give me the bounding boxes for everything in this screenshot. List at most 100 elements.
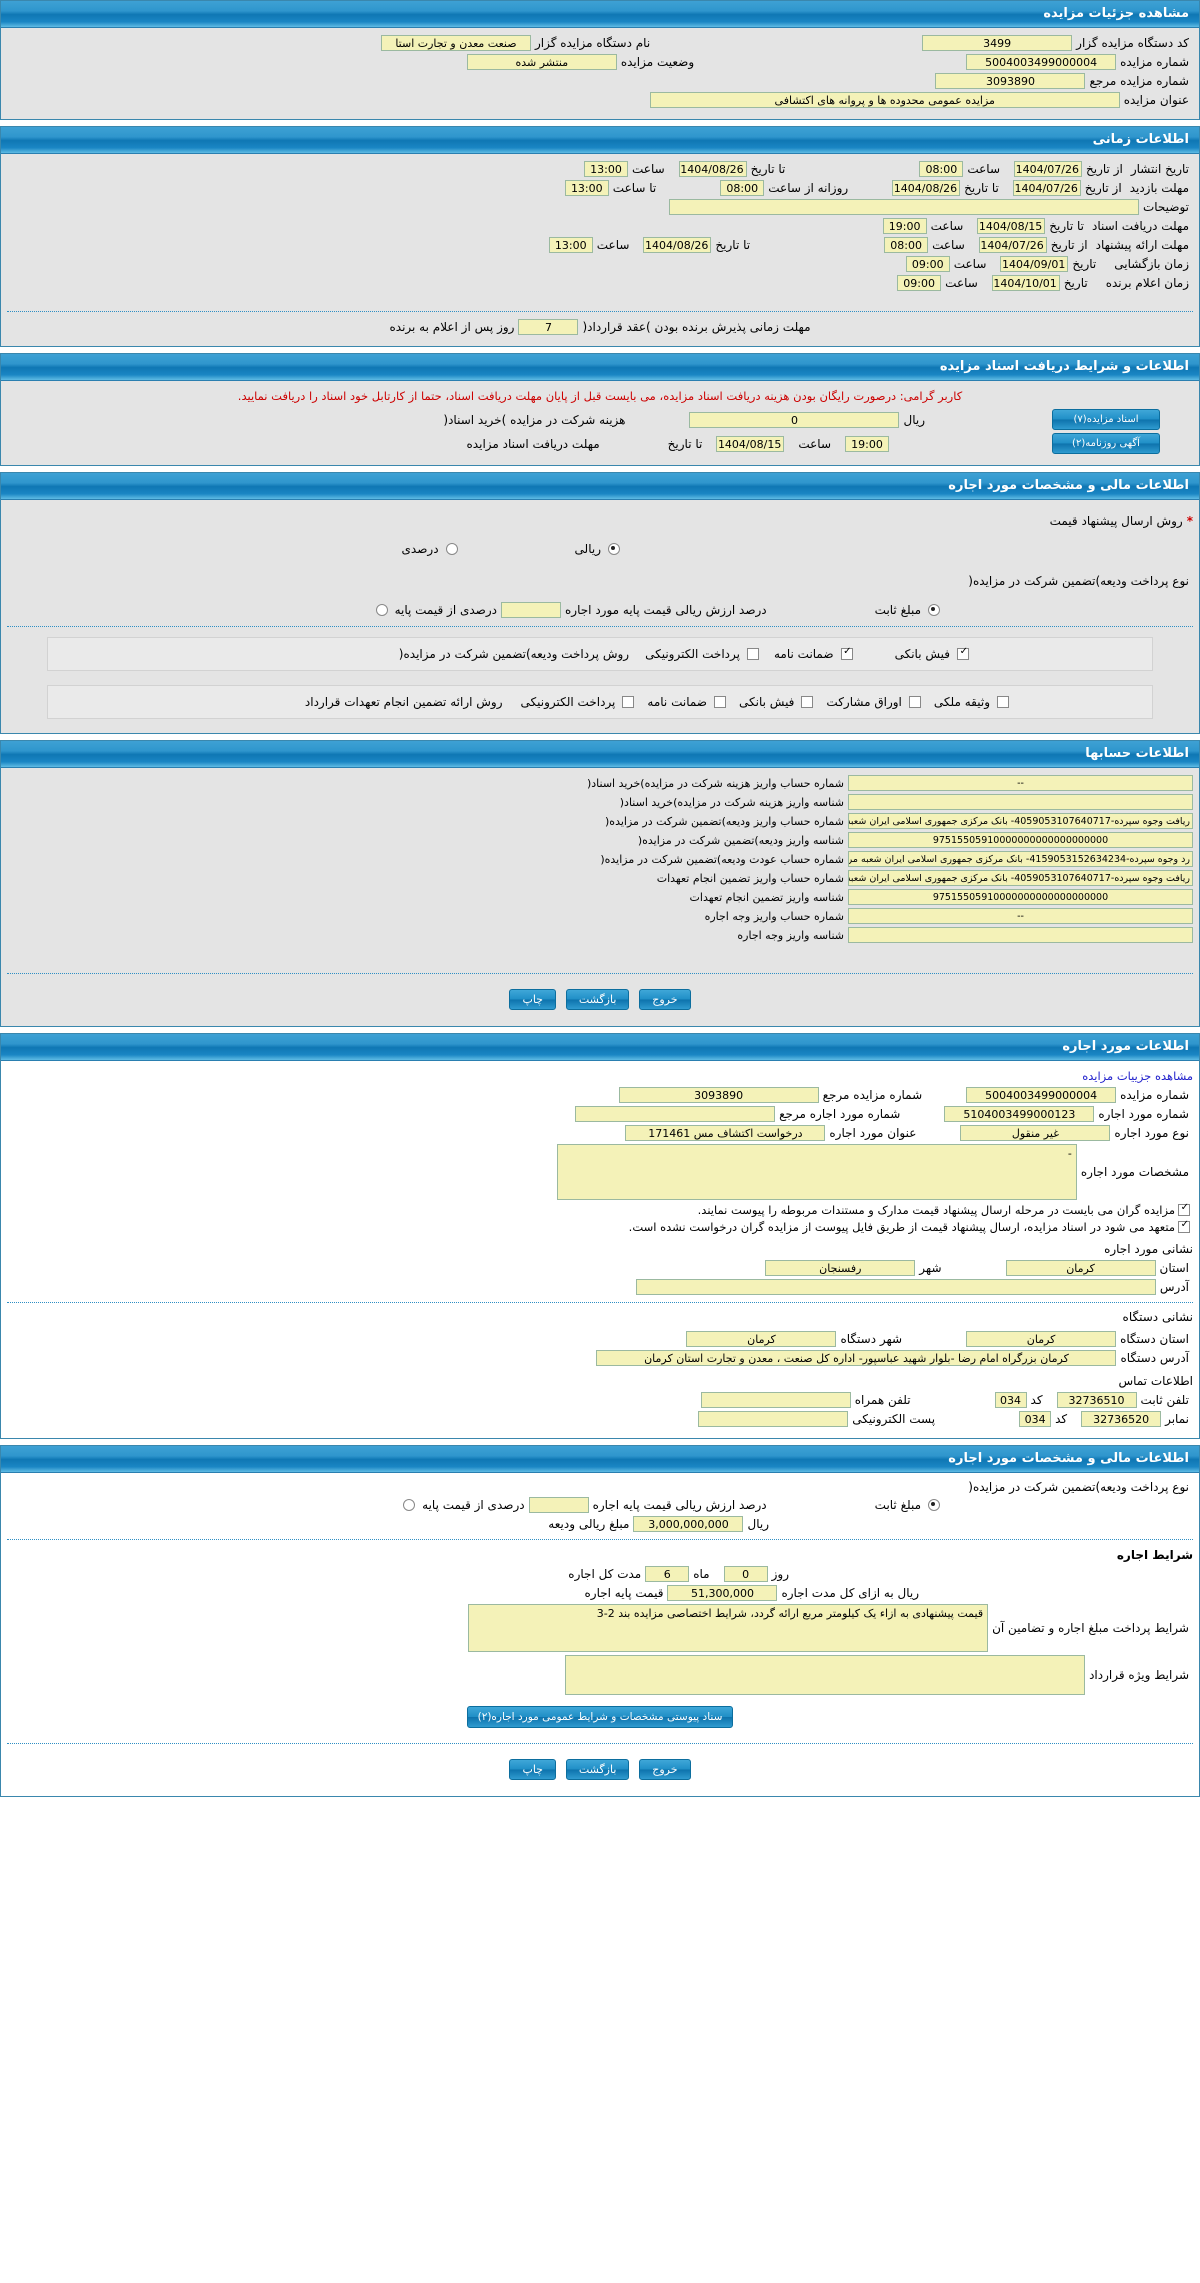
radio-price-method-rial[interactable] xyxy=(608,543,620,555)
checkbox-contract-participation-bonds[interactable] xyxy=(908,696,921,708)
row-note-1: مزایده گران می بایست در مرحله ارسال پیشن… xyxy=(7,1203,1193,1217)
field-base-price[interactable]: 51,300,000 xyxy=(667,1585,778,1601)
label-account-obligation-id: شناسه واریز تضمین انجام تعهدات xyxy=(689,890,844,904)
newspaper-ads-button[interactable]: آگهی روزنامه(۲) xyxy=(1052,433,1160,454)
field-account-purchase-id[interactable] xyxy=(848,794,1193,810)
field-visit-to-date[interactable]: 1404/08/26 xyxy=(892,180,961,196)
field-opening-time[interactable]: 09:00 xyxy=(905,256,950,272)
field-payment-terms[interactable]: قیمت پیشنهادی به ازاء یک کیلومتر مربع ار… xyxy=(468,1604,989,1652)
exit-button-bottom[interactable]: خروج xyxy=(639,1759,691,1780)
field-offer-to-time[interactable]: 13:00 xyxy=(548,237,593,253)
field-winner-announce-date[interactable]: 1404/10/01 xyxy=(991,275,1060,291)
field-visit-from-date[interactable]: 1404/07/26 xyxy=(1012,180,1081,196)
label-deposit-percent: درصدی از قیمت پایه xyxy=(394,603,498,617)
field-rent-spec[interactable]: - xyxy=(556,1144,1077,1200)
print-button-bottom[interactable]: چاپ xyxy=(509,1759,556,1780)
field-ref-number[interactable]: 3093890 xyxy=(935,73,1086,89)
field-special-terms[interactable] xyxy=(565,1655,1086,1695)
field-duration-days[interactable]: 0 xyxy=(723,1566,768,1582)
checkbox-contract-property-deed[interactable] xyxy=(997,696,1009,708)
field-visit-daily-time[interactable]: 08:00 xyxy=(720,180,765,196)
checkbox-deposit-guarantee-letter[interactable] xyxy=(840,647,853,660)
field-offer-to-date[interactable]: 1404/08/26 xyxy=(643,237,712,253)
field-visit-to-time[interactable]: 13:00 xyxy=(564,180,609,196)
field-account-refund-number[interactable]: رد وجوه سپرده-4159053152634234- بانک مرک… xyxy=(848,851,1193,867)
field-org-address[interactable]: کرمان بزرگراه امام رضا -بلوار شهید عباسپ… xyxy=(596,1350,1117,1366)
field-province[interactable]: کرمان xyxy=(1005,1260,1156,1276)
field-auction-number[interactable]: 5004003499000004 xyxy=(966,54,1117,70)
back-button-top[interactable]: بازگشت xyxy=(565,989,630,1010)
field-account-purchase-number[interactable]: -- xyxy=(848,775,1193,791)
field-winner-accept-days[interactable]: 7 xyxy=(518,319,579,335)
label-rent-auction-number: شماره مزایده xyxy=(1120,1088,1189,1102)
field-address[interactable] xyxy=(635,1279,1156,1295)
field-account-obligation-id[interactable]: 97515505910000000000000000000 xyxy=(848,889,1193,905)
field-city[interactable]: رفسنجان xyxy=(765,1260,916,1276)
radio-price-method-percent[interactable] xyxy=(445,543,458,555)
field-account-rent-number[interactable]: -- xyxy=(848,908,1193,924)
radio-rent-deposit-fixed[interactable] xyxy=(928,1499,940,1511)
checkbox-note-attachments-required[interactable] xyxy=(1178,1203,1190,1216)
field-rent-title[interactable]: درخواست اکتشاف مس 171461 xyxy=(625,1125,826,1141)
field-fax-code[interactable]: 034 xyxy=(1019,1411,1052,1427)
field-publish-to-date[interactable]: 1404/08/26 xyxy=(678,161,747,177)
field-org-name[interactable]: صنعت معدن و تجارت استا xyxy=(380,35,531,51)
field-org-province[interactable]: کرمان xyxy=(966,1331,1117,1347)
field-offer-from-time[interactable]: 08:00 xyxy=(884,237,929,253)
field-docs-deadline-time-2[interactable]: 19:00 xyxy=(845,435,889,452)
radio-deposit-fixed[interactable] xyxy=(928,604,940,616)
label-account-deposit-number: شماره حساب واریز ودیعه)تضمین شرکت در مزا… xyxy=(605,814,844,828)
field-fax[interactable]: 32736520 xyxy=(1081,1411,1162,1427)
checkbox-contract-bank-receipt[interactable] xyxy=(801,696,814,708)
radio-deposit-percent[interactable] xyxy=(375,604,388,616)
field-deposit-amount[interactable]: 3,000,000,000 xyxy=(633,1516,744,1532)
field-docs-deadline-date-2[interactable]: 1404/08/15 xyxy=(716,435,785,452)
view-auction-details-link[interactable]: مشاهده جزییات مزایده xyxy=(1082,1069,1193,1083)
field-account-deposit-number[interactable]: ریافت وجوه سپرده-4059053107640717- بانک … xyxy=(848,813,1193,829)
radio-rent-deposit-percent[interactable] xyxy=(403,1499,416,1511)
field-org-city[interactable]: کرمان xyxy=(686,1331,837,1347)
field-email[interactable] xyxy=(698,1411,849,1427)
exit-button-top[interactable]: خروج xyxy=(639,989,691,1010)
field-phone-code[interactable]: 034 xyxy=(994,1392,1027,1408)
field-auction-status[interactable]: منتشر شده xyxy=(466,54,617,70)
field-rent-number[interactable]: 5104003499000123 xyxy=(944,1106,1095,1122)
label-date-6: تاریخ xyxy=(1063,276,1088,290)
checkbox-contract-guarantee-letter[interactable] xyxy=(713,696,726,708)
required-asterisk: * xyxy=(1186,514,1193,528)
field-mobile[interactable] xyxy=(700,1392,851,1408)
field-rent-ref-number[interactable]: 3093890 xyxy=(618,1087,819,1103)
field-winner-announce-time[interactable]: 09:00 xyxy=(897,275,942,291)
checkbox-deposit-bank-receipt[interactable] xyxy=(957,647,969,660)
field-publish-to-time[interactable]: 13:00 xyxy=(584,161,629,177)
field-rent-ref[interactable] xyxy=(575,1106,776,1122)
field-phone[interactable]: 32736510 xyxy=(1056,1392,1137,1408)
checkbox-contract-electronic[interactable] xyxy=(622,696,635,708)
field-account-obligation-number[interactable]: ریافت وجوه سپرده-4059053107640717- بانک … xyxy=(848,870,1193,886)
field-offer-from-date[interactable]: 1404/07/26 xyxy=(978,237,1047,253)
field-account-rent-id[interactable] xyxy=(848,927,1193,943)
field-rent-auction-number[interactable]: 5004003499000004 xyxy=(966,1087,1117,1103)
field-docs-deadline-date[interactable]: 1404/08/15 xyxy=(977,218,1046,234)
field-org-code[interactable]: 3499 xyxy=(922,35,1073,51)
field-publish-from-date[interactable]: 1404/07/26 xyxy=(1014,161,1083,177)
field-rent-type[interactable]: غیر منقول xyxy=(960,1125,1111,1141)
field-docs-deadline-time[interactable]: 19:00 xyxy=(882,218,927,234)
field-docs-cost[interactable]: 0 xyxy=(689,411,900,428)
field-opening-date[interactable]: 1404/09/01 xyxy=(1000,256,1069,272)
field-account-deposit-id[interactable]: 97515505910000000000000000000 xyxy=(848,832,1193,848)
print-button-top[interactable]: چاپ xyxy=(509,989,556,1010)
field-publish-from-time[interactable]: 08:00 xyxy=(919,161,964,177)
checkbox-note-no-file-offer[interactable] xyxy=(1178,1220,1190,1233)
attached-general-terms-button[interactable]: سناد پیوستی مشخصات و شرایط عمومی مورد اج… xyxy=(466,1706,734,1728)
checkbox-deposit-electronic[interactable] xyxy=(746,648,759,660)
field-deposit-percent[interactable] xyxy=(501,602,562,618)
accounts-title: اطلاعات حسابها xyxy=(1,741,1199,768)
contract-methods-group: وثیقه ملکی اوراق مشارکت فیش بانکی ضمانت … xyxy=(47,685,1153,719)
auction-documents-button[interactable]: اسناد مزایده(۷) xyxy=(1052,409,1160,430)
field-subject[interactable]: مزایده عمومی محدوده ها و پروانه های اکتش… xyxy=(649,92,1120,108)
field-duration-months[interactable]: 6 xyxy=(645,1566,690,1582)
field-rent-deposit-percent[interactable] xyxy=(528,1497,589,1513)
field-description[interactable] xyxy=(668,199,1139,215)
back-button-bottom[interactable]: بازگشت xyxy=(565,1759,630,1780)
